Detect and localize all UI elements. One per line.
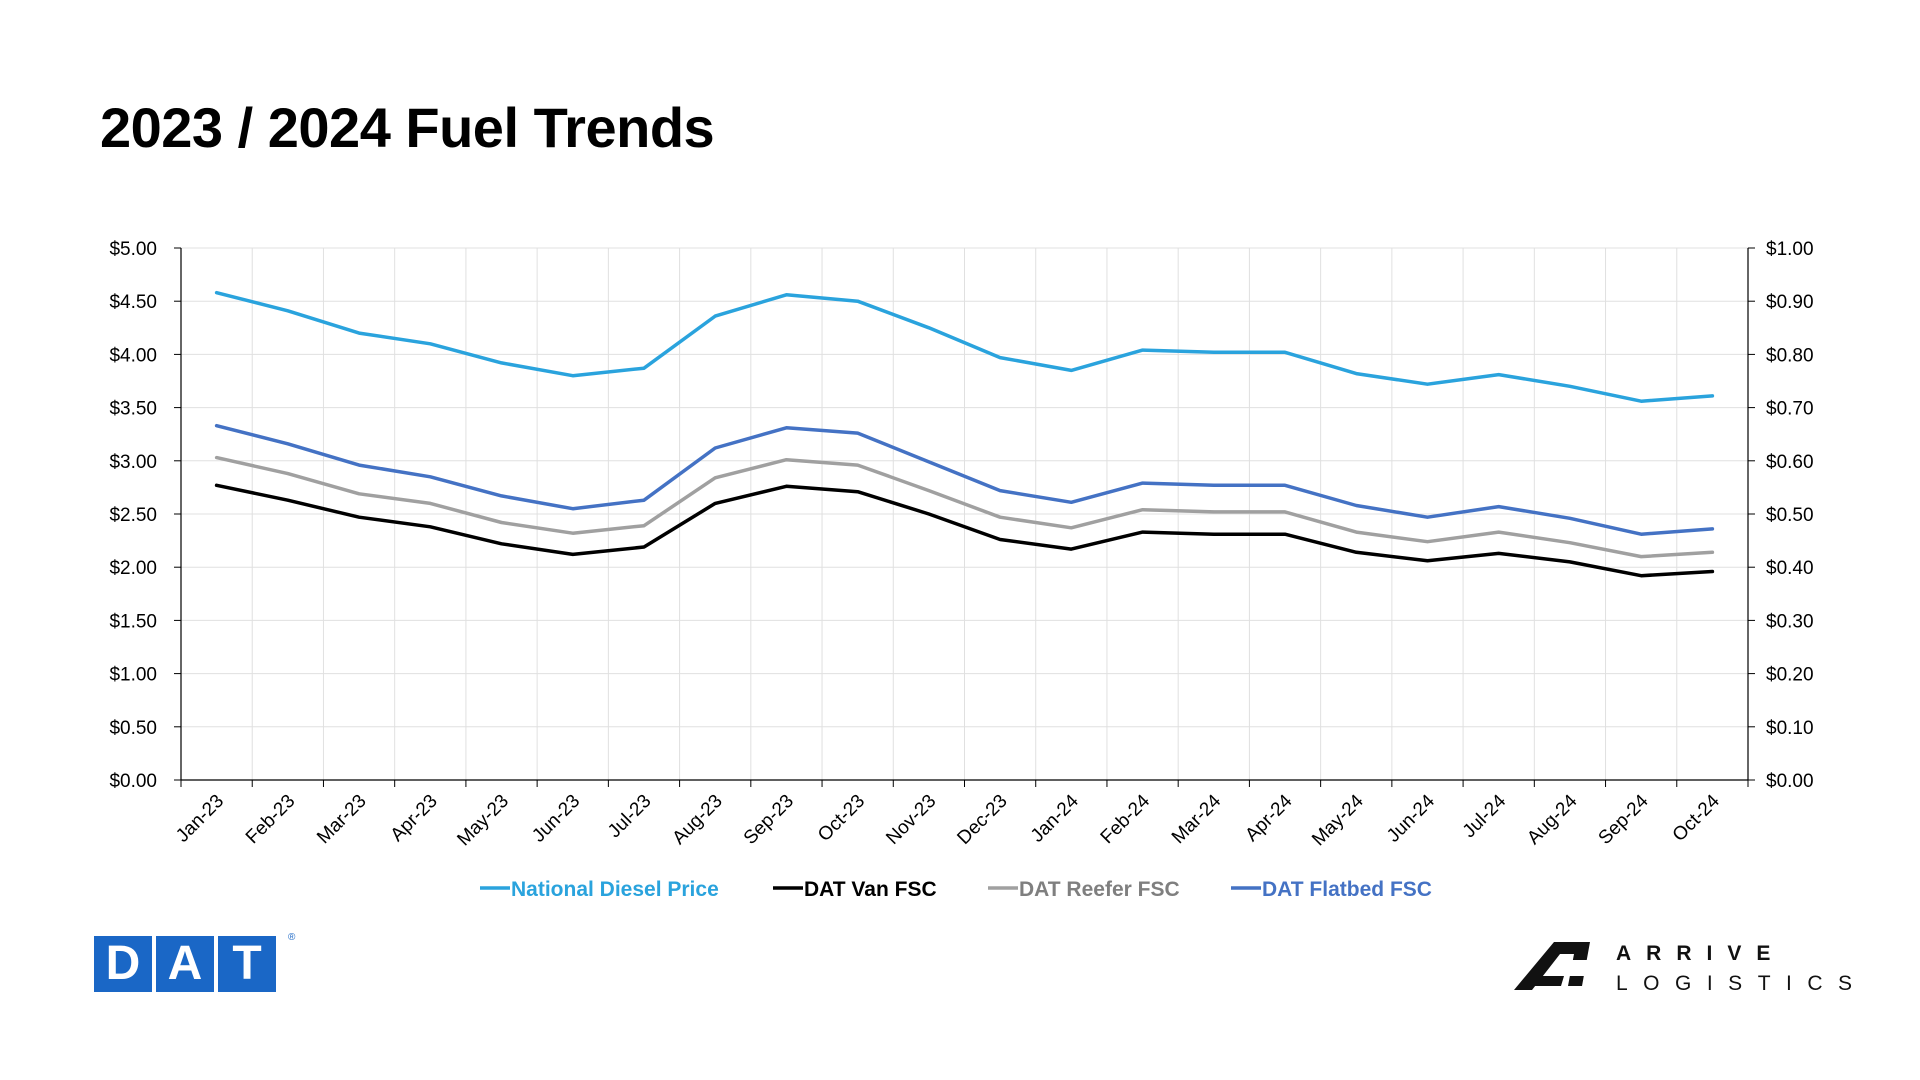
- x-axis-category-label: Jun-23: [528, 791, 584, 847]
- arrive-logistics-logo: ARRIVE LOGISTICS: [1514, 942, 1854, 1012]
- arrive-a-logo-icon: [1514, 942, 1590, 990]
- arrive-wordmark: ARRIVE: [1616, 942, 1786, 965]
- x-axis-category-label: Jan-24: [1027, 790, 1083, 846]
- left-axis-tick-label: $4.00: [109, 345, 157, 366]
- left-axis-tick-label: $4.50: [109, 292, 157, 313]
- legend-label: DAT Reefer FSC: [1019, 878, 1180, 901]
- dat-logo: D A T: [94, 936, 276, 992]
- x-axis-category-label: May-23: [453, 791, 513, 851]
- axes: $0.00 $0.00 $0.50 $0.10 $1.00 $0.20 $1.50 $0.30…: [109, 239, 1813, 792]
- right-axis-tick-label: $0.70: [1766, 399, 1814, 420]
- left-axis-tick-label: $5.00: [109, 239, 157, 260]
- page-title: 2023 / 2024 Fuel Trends: [100, 96, 715, 159]
- x-axis-category-label: Nov-23: [882, 791, 940, 849]
- x-axis-category-label: Feb-24: [1097, 790, 1155, 848]
- x-axis-category-label: May-24: [1308, 790, 1368, 850]
- series-line-dat-flatbed-fsc: [214, 423, 1715, 536]
- x-axis-category-label: Oct-24: [1669, 790, 1724, 845]
- x-axis-category-label: Jul-23: [604, 791, 655, 842]
- logistics-wordmark: LOGISTICS: [1616, 972, 1868, 995]
- x-axis-category-label: Jun-24: [1383, 790, 1439, 846]
- right-axis-tick-label: $0.50: [1766, 505, 1814, 526]
- right-axis-tick-label: $0.00: [1766, 771, 1814, 792]
- x-axis-category-label: Aug-23: [669, 791, 727, 849]
- left-axis-tick-label: $0.00: [109, 771, 157, 792]
- x-axis-category-label: Oct-23: [814, 791, 869, 846]
- grid-lines: [181, 247, 1748, 780]
- registered-mark: ®: [288, 932, 296, 943]
- x-axis-category-label: Mar-24: [1168, 790, 1226, 848]
- series-lines: [214, 290, 1715, 578]
- right-axis-tick-label: $0.10: [1766, 718, 1814, 739]
- left-axis-tick-label: $1.00: [109, 665, 157, 686]
- left-axis-tick-label: $0.50: [109, 718, 157, 739]
- dat-logo-letter: A: [156, 936, 214, 992]
- series-line-dat-van-fsc: [214, 483, 1715, 578]
- right-axis-tick-label: $1.00: [1766, 239, 1814, 260]
- legend: National Diesel Price DAT Van FSC DAT Reef…: [480, 878, 1432, 901]
- x-axis-category-label: Dec-23: [953, 791, 1011, 849]
- series-line-national-diesel-price: [214, 290, 1715, 403]
- left-axis-tick-label: $1.50: [109, 611, 157, 632]
- series-line-dat-reefer-fsc: [214, 455, 1715, 559]
- right-axis-tick-label: $0.60: [1766, 452, 1814, 473]
- left-axis-tick-label: $2.50: [109, 505, 157, 526]
- legend-label: DAT Flatbed FSC: [1262, 878, 1432, 901]
- right-axis-tick-label: $0.40: [1766, 558, 1814, 579]
- x-axis-category-label: Apr-23: [387, 791, 442, 846]
- legend-label: National Diesel Price: [511, 878, 719, 901]
- x-axis-category-label: Sep-24: [1595, 790, 1653, 848]
- right-axis-tick-label: $0.20: [1766, 665, 1814, 686]
- x-axis-category-label: Feb-23: [242, 791, 299, 848]
- x-axis-category-label: Jul-24: [1459, 790, 1511, 842]
- dat-logo-letter: D: [94, 936, 152, 992]
- left-axis-tick-label: $3.50: [109, 399, 157, 420]
- x-axis-category-label: Apr-24: [1241, 790, 1296, 845]
- x-axis-category-label: Sep-23: [740, 791, 798, 849]
- x-axis-category-label: Aug-24: [1523, 790, 1581, 848]
- right-axis-tick-label: $0.80: [1766, 345, 1814, 366]
- x-axis-tick-labels: Jan-23 Feb-23 Mar-23 Apr-23 May-23 Jun-23 Jul-…: [172, 790, 1724, 850]
- legend-label: DAT Van FSC: [804, 878, 937, 901]
- x-axis-category-label: Mar-23: [313, 791, 370, 848]
- dat-logo-letter: T: [218, 936, 276, 992]
- left-axis-tick-label: $2.00: [109, 558, 157, 579]
- x-axis-category-label: Jan-23: [172, 791, 228, 847]
- right-axis-tick-label: $0.90: [1766, 292, 1814, 313]
- right-axis-tick-label: $0.30: [1766, 611, 1814, 632]
- left-axis-tick-label: $3.00: [109, 452, 157, 473]
